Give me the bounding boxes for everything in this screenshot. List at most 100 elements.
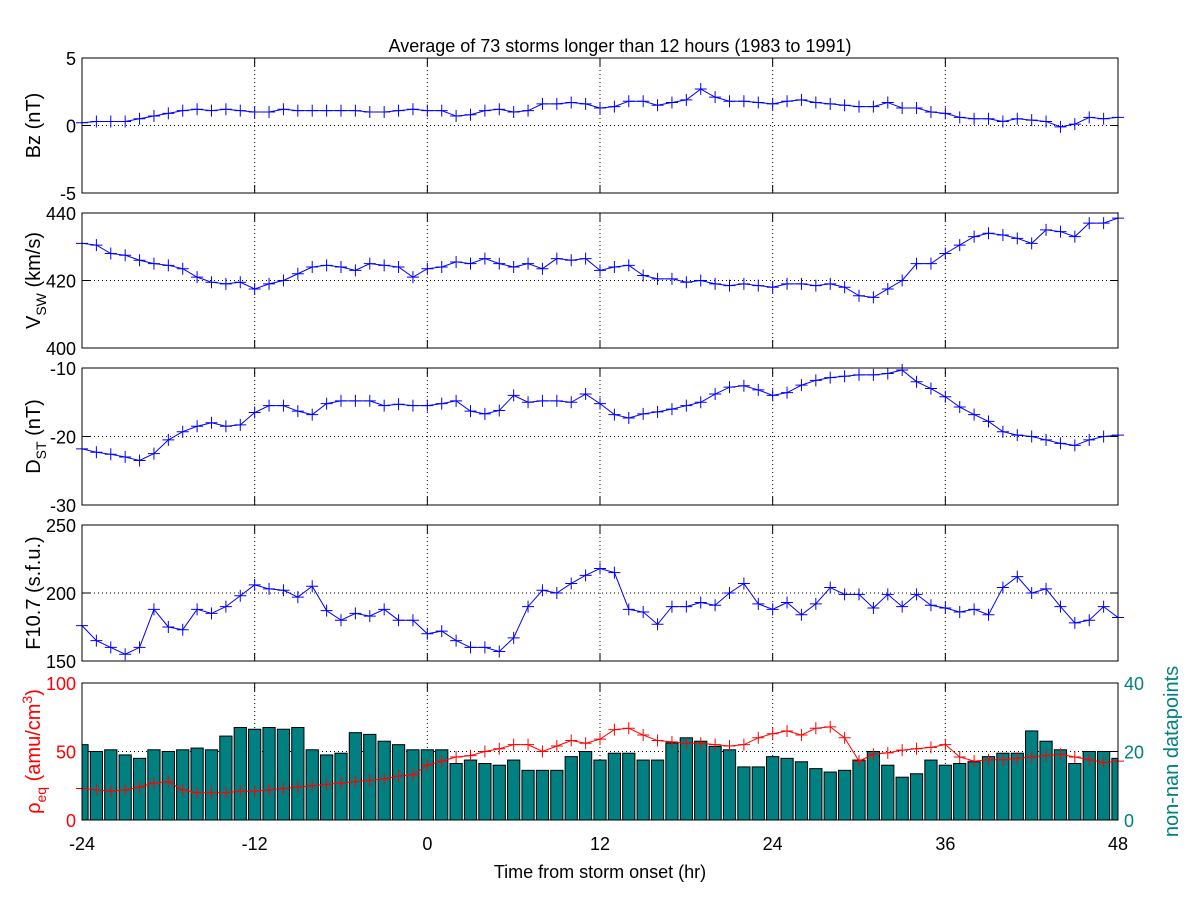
marker <box>248 785 261 798</box>
y-tick-label: 100 <box>46 674 76 694</box>
marker <box>1068 750 1081 763</box>
marker <box>910 375 923 388</box>
marker <box>104 785 117 798</box>
marker <box>565 96 578 109</box>
marker <box>133 641 146 654</box>
marker <box>363 257 376 270</box>
marker <box>450 394 463 407</box>
marker <box>608 566 621 579</box>
bar <box>578 751 593 820</box>
marker <box>90 446 103 459</box>
marker <box>939 390 952 403</box>
marker <box>694 737 707 750</box>
bar <box>204 749 219 820</box>
y2-tick-label: 0 <box>1124 811 1134 831</box>
marker <box>147 257 160 270</box>
marker <box>104 448 117 461</box>
marker <box>320 397 333 410</box>
y-axis-label-part: (km/s) <box>23 232 45 293</box>
marker <box>234 785 247 798</box>
bar <box>938 764 952 820</box>
marker <box>306 779 319 792</box>
marker <box>896 101 909 114</box>
marker <box>147 110 160 123</box>
marker <box>176 104 189 117</box>
x-tick-label: -12 <box>242 834 268 854</box>
marker <box>464 641 477 654</box>
marker <box>953 750 966 763</box>
marker <box>1083 217 1096 230</box>
marker <box>1097 600 1110 613</box>
marker <box>996 753 1009 766</box>
marker <box>1054 437 1067 450</box>
marker <box>838 588 851 601</box>
marker <box>1025 114 1038 127</box>
marker <box>306 408 319 421</box>
marker <box>766 97 779 110</box>
marker <box>536 745 549 758</box>
marker <box>205 276 218 289</box>
marker <box>1083 614 1096 627</box>
marker <box>263 582 276 595</box>
marker <box>723 381 736 394</box>
marker <box>565 577 578 590</box>
marker <box>320 259 333 272</box>
marker <box>867 601 880 614</box>
marker <box>176 623 189 636</box>
y-axis-label-part: SW <box>33 292 49 315</box>
marker <box>939 601 952 614</box>
marker <box>191 103 204 116</box>
y-tick-label: 50 <box>56 743 76 763</box>
marker <box>133 454 146 467</box>
bar <box>866 751 881 820</box>
marker <box>594 101 606 114</box>
chart-title: Average of 73 storms longer than 12 hour… <box>389 36 852 56</box>
marker <box>1040 223 1053 236</box>
marker <box>219 786 232 799</box>
marker <box>507 389 520 402</box>
marker <box>881 367 894 380</box>
marker <box>637 407 650 420</box>
marker <box>1025 750 1038 763</box>
marker <box>435 397 448 410</box>
marker <box>709 277 722 290</box>
marker <box>608 408 621 421</box>
marker <box>622 603 635 616</box>
marker <box>867 291 880 304</box>
marker <box>752 383 765 396</box>
marker <box>90 783 103 796</box>
marker <box>363 774 376 787</box>
y-tick-label: 0 <box>66 117 76 137</box>
marker <box>406 271 419 284</box>
bar <box>593 759 607 820</box>
marker <box>450 750 463 763</box>
marker <box>493 404 506 417</box>
marker <box>522 104 535 117</box>
marker <box>651 405 664 418</box>
marker <box>1040 582 1053 595</box>
marker <box>277 103 290 116</box>
y-tick-label: -20 <box>50 428 76 448</box>
marker <box>176 783 189 796</box>
marker <box>924 257 937 270</box>
marker <box>104 641 117 654</box>
bar <box>981 756 996 820</box>
marker <box>277 274 290 287</box>
marker <box>507 738 520 751</box>
marker <box>694 83 707 96</box>
marker <box>392 104 405 117</box>
marker <box>680 93 693 106</box>
marker <box>795 729 808 742</box>
marker <box>90 115 103 128</box>
bar <box>262 727 276 820</box>
marker <box>1068 616 1081 629</box>
marker <box>896 274 909 287</box>
marker <box>622 259 635 272</box>
marker <box>622 722 635 735</box>
marker <box>608 100 621 113</box>
bar <box>507 759 521 820</box>
marker <box>737 379 750 392</box>
marker <box>996 115 1009 128</box>
marker <box>565 734 578 747</box>
